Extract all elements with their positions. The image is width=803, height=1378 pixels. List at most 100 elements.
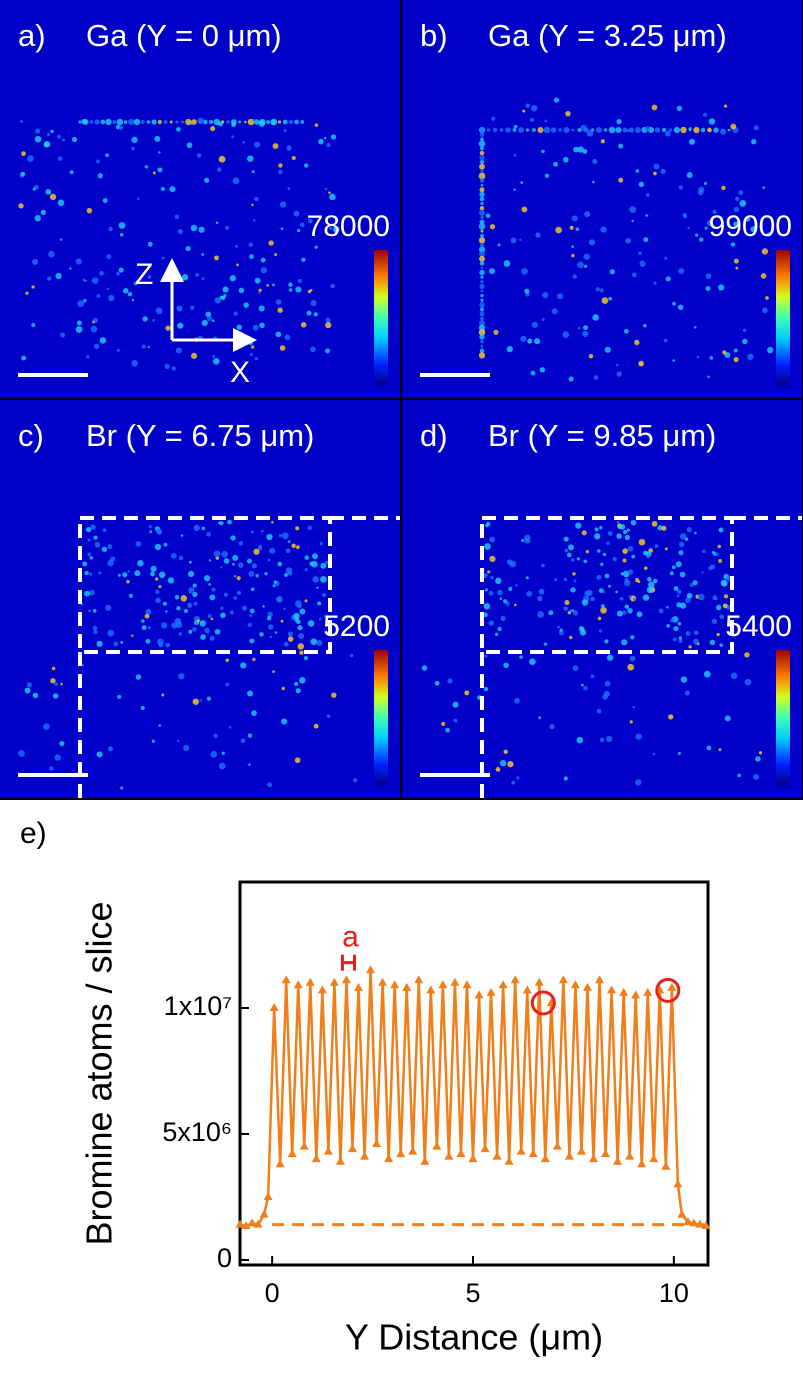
panel-title: Br (Y = 9.85 μm) — [488, 418, 716, 453]
speckle — [147, 626, 151, 630]
colorbar — [374, 650, 388, 785]
speckle — [585, 549, 589, 554]
speckle — [541, 563, 545, 568]
speckle — [627, 569, 634, 575]
speckle — [238, 541, 244, 546]
speckle — [481, 179, 485, 183]
speckle — [698, 186, 705, 193]
speckle — [192, 627, 197, 632]
speckle — [312, 576, 319, 583]
speckle — [668, 714, 674, 720]
speckle — [708, 118, 716, 125]
speckle — [250, 587, 255, 592]
speckle — [627, 545, 634, 552]
speckle — [201, 319, 208, 327]
speckle — [183, 744, 190, 752]
speckle — [707, 375, 710, 379]
speckle — [175, 347, 182, 354]
speckle — [607, 531, 613, 537]
colorbar-max: 99000 — [709, 210, 792, 243]
speckle — [69, 170, 74, 175]
speckle — [51, 666, 56, 671]
speckle — [480, 137, 484, 142]
speckle — [584, 590, 591, 597]
speckle — [258, 291, 261, 295]
speckle — [262, 605, 265, 608]
speckle — [479, 320, 485, 327]
speckle — [571, 558, 575, 562]
data-point — [366, 965, 376, 974]
speckle — [310, 346, 316, 353]
speckle — [242, 140, 246, 144]
speckle — [210, 751, 218, 758]
speckle — [635, 779, 642, 786]
speckle — [631, 554, 636, 559]
speckle — [751, 139, 757, 145]
speckle — [304, 163, 309, 168]
speckle — [571, 253, 575, 258]
speckle — [77, 300, 85, 308]
speckle — [583, 685, 588, 691]
speckle — [258, 305, 265, 312]
speckle — [312, 553, 318, 560]
speckle — [96, 159, 101, 164]
speckle — [232, 562, 235, 566]
speckle — [309, 561, 314, 566]
speckle — [232, 554, 239, 561]
speckle — [507, 761, 514, 768]
speckle — [478, 352, 486, 359]
data-point — [378, 977, 388, 986]
speckle — [131, 360, 138, 367]
speckle — [723, 104, 728, 108]
speckle — [600, 139, 605, 144]
speckle — [279, 201, 287, 208]
speckle — [147, 345, 150, 349]
speckle — [165, 325, 171, 331]
speckle — [706, 219, 714, 227]
speckle — [719, 614, 725, 620]
speckle — [535, 232, 541, 238]
speckle — [571, 128, 575, 132]
speckle — [284, 334, 291, 341]
data-point — [408, 1146, 418, 1155]
speckle — [219, 521, 224, 526]
annotation-bracket — [340, 954, 356, 971]
speckle — [479, 127, 485, 133]
speckle — [606, 654, 614, 661]
speckle — [300, 120, 305, 124]
data-point — [625, 1151, 635, 1160]
speckle — [480, 275, 484, 279]
speckle — [720, 128, 727, 135]
speckle — [210, 125, 216, 132]
speckle — [281, 532, 289, 540]
speckle — [551, 308, 558, 315]
speckle — [608, 126, 616, 134]
speckle — [330, 283, 336, 289]
speckle — [606, 735, 613, 743]
speckle — [201, 253, 205, 256]
speckle — [516, 776, 520, 780]
data-point — [540, 1154, 550, 1163]
speckle — [713, 127, 719, 133]
data-point — [247, 1218, 257, 1227]
speckle — [57, 134, 61, 139]
speckle — [99, 337, 107, 344]
speckle — [54, 754, 61, 761]
speckle — [223, 294, 227, 298]
data-point — [241, 1220, 251, 1229]
speckle — [513, 124, 518, 129]
speckle — [268, 240, 274, 246]
speckle — [485, 213, 491, 219]
speckle — [692, 580, 698, 586]
speckle — [595, 287, 600, 292]
speckle — [596, 708, 602, 714]
speckle — [563, 127, 570, 133]
speckle — [247, 690, 254, 697]
speckle — [479, 261, 485, 266]
speckle — [140, 705, 145, 711]
speckle — [108, 294, 115, 302]
speckle — [577, 128, 582, 132]
speckle — [602, 694, 608, 700]
highlight-circle — [655, 977, 681, 1003]
speckle — [181, 274, 189, 281]
